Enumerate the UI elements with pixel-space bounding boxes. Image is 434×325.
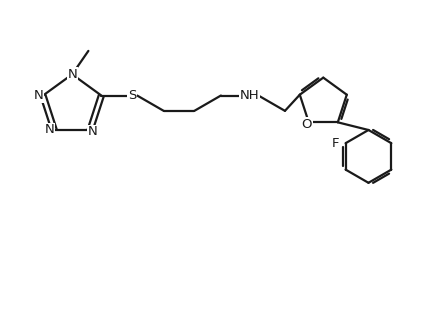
Text: S: S (128, 89, 136, 102)
Text: NH: NH (240, 89, 260, 102)
Text: N: N (45, 123, 55, 136)
Text: F: F (332, 137, 339, 150)
Text: N: N (67, 68, 77, 81)
Text: N: N (34, 89, 44, 102)
Text: N: N (88, 125, 97, 138)
Text: O: O (301, 118, 312, 131)
